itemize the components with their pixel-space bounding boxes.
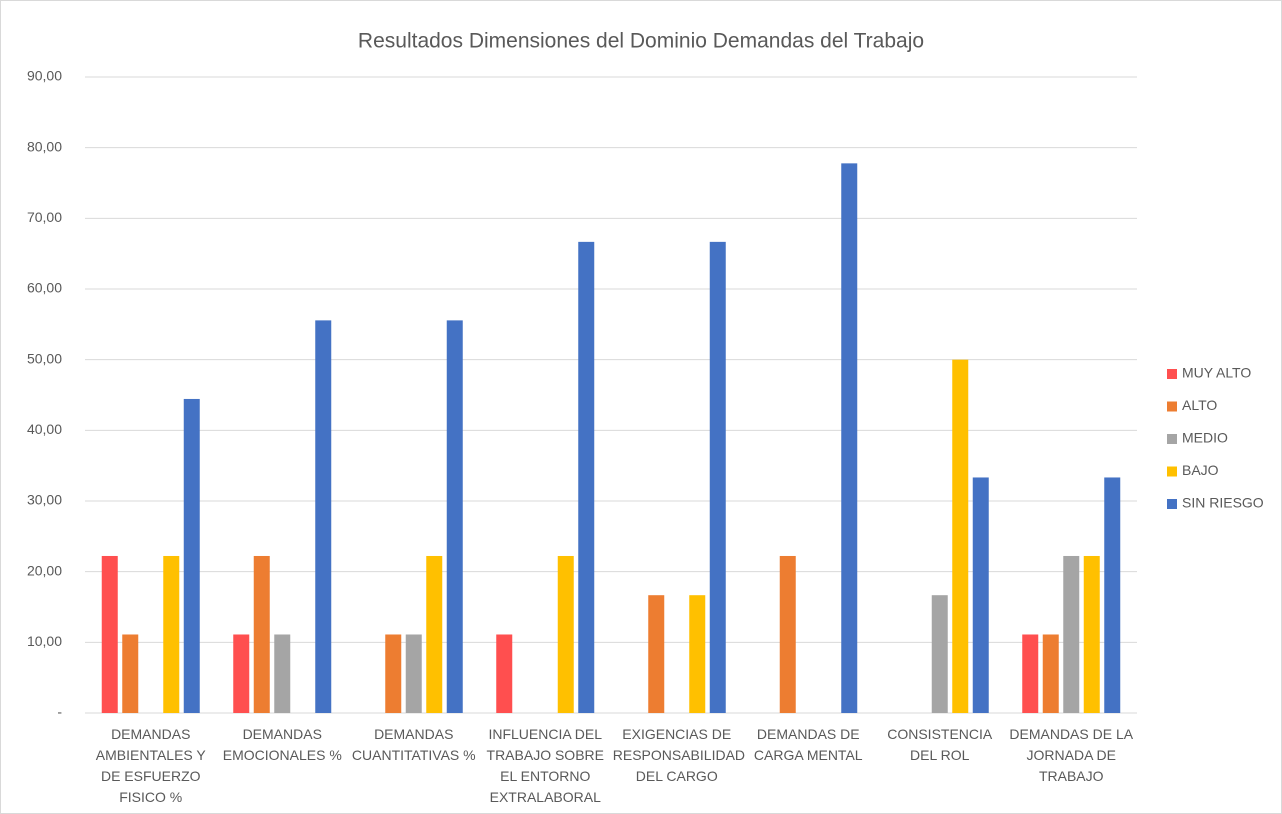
x-tick-label: DEMANDAS DE LA JORNADA DE TRABAJO — [1009, 726, 1134, 784]
bar — [496, 634, 513, 713]
bar — [101, 555, 118, 713]
bar — [1083, 555, 1100, 713]
bar — [274, 634, 291, 713]
legend-swatch — [1167, 369, 1177, 379]
bar — [557, 555, 574, 713]
legend-label: SIN RIESGO — [1182, 495, 1264, 511]
legend-label: ALTO — [1182, 397, 1217, 413]
legend-label: MUY ALTO — [1182, 365, 1251, 381]
y-tick-label: 30,00 — [27, 492, 62, 508]
bar — [1022, 634, 1039, 713]
bar — [578, 241, 595, 713]
y-tick-label: 70,00 — [27, 209, 62, 225]
bar — [315, 320, 332, 713]
x-tick-label: DEMANDAS EMOCIONALES % — [222, 726, 342, 763]
x-tick-label: DEMANDAS CUANTITATIVAS % — [351, 726, 476, 763]
x-tick-label: DEMANDAS DE CARGA MENTAL — [753, 726, 863, 763]
bar — [709, 241, 726, 713]
x-tick-label: DEMANDAS AMBIENTALES Y DE ESFUERZO FISIC… — [95, 726, 206, 805]
legend-swatch — [1167, 401, 1177, 412]
bar — [405, 634, 422, 713]
legend-label: MEDIO — [1182, 430, 1228, 446]
bar — [233, 634, 250, 713]
y-tick-label: 20,00 — [27, 562, 62, 578]
bar — [841, 163, 858, 713]
y-tick-label: - — [57, 704, 62, 720]
x-tick-label: CONSISTENCIA DEL ROL — [887, 726, 993, 763]
bar — [1063, 555, 1080, 713]
y-tick-label: 90,00 — [27, 68, 62, 84]
bar — [385, 634, 402, 713]
legend-swatch — [1167, 434, 1177, 444]
bar — [426, 555, 443, 713]
bar — [163, 555, 180, 713]
bar — [253, 555, 270, 713]
y-tick-label: 80,00 — [27, 138, 62, 154]
bar — [648, 595, 665, 713]
bar — [952, 359, 969, 713]
bar — [779, 555, 796, 713]
x-tick-label: EXIGENCIAS DE RESPONSABILIDAD DEL CARGO — [612, 726, 746, 784]
legend-label: BAJO — [1182, 462, 1219, 478]
y-tick-label: 40,00 — [27, 421, 62, 437]
bar — [1042, 634, 1059, 713]
bar — [1104, 477, 1121, 713]
bar — [972, 477, 989, 713]
bar — [689, 595, 706, 713]
bar — [446, 320, 463, 713]
y-tick-label: 50,00 — [27, 350, 62, 366]
bar — [122, 634, 139, 713]
legend-swatch — [1167, 499, 1177, 509]
x-tick-label: INFLUENCIA DEL TRABAJO SOBRE EL ENTORNO … — [486, 726, 604, 805]
bar — [183, 398, 200, 713]
bar — [931, 595, 948, 713]
chart-title: Resultados Dimensiones del Dominio Deman… — [358, 30, 924, 53]
y-tick-label: 10,00 — [27, 633, 62, 649]
legend-swatch — [1167, 466, 1177, 477]
y-tick-label: 60,00 — [27, 280, 62, 296]
